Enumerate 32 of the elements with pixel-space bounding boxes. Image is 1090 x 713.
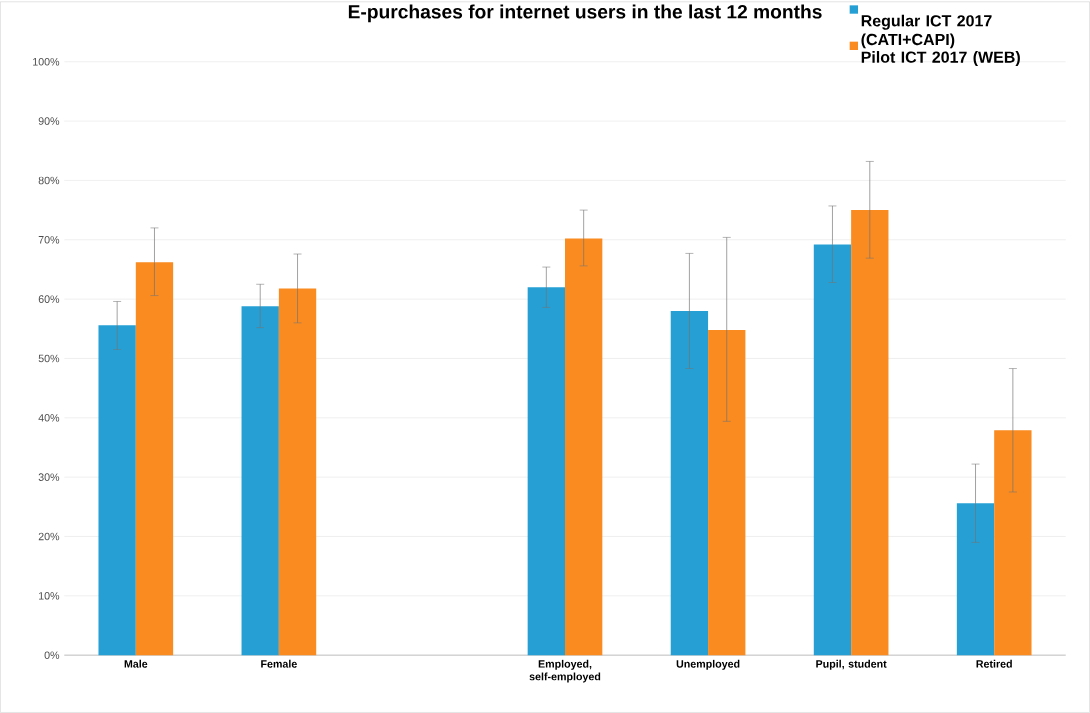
bar: [278, 288, 317, 656]
chart-title: E-purchases for internet users in the last 12 months: [348, 4, 822, 23]
legend-label: Pilot ICT 2017 (WEB): [861, 51, 1020, 67]
bar: [813, 244, 852, 656]
bar: [527, 287, 565, 656]
legend-label: Regular ICT 2017 (CATI+CAPI): [861, 14, 992, 49]
x-tick-label: Female: [261, 659, 297, 668]
y-tick-label: 50%: [38, 354, 60, 363]
x-tick-label: Unemployed: [676, 659, 740, 670]
y-tick-label: 60%: [38, 295, 60, 303]
y-tick-label: 30%: [38, 473, 60, 482]
x-tick-label: Retired: [976, 659, 1012, 668]
y-tick-label: 0%: [44, 651, 60, 660]
x-tick-label: Pupil, student: [816, 659, 887, 670]
y-tick-label: 70%: [38, 236, 60, 244]
x-tick-label: Male: [124, 659, 148, 668]
bar: [994, 430, 1032, 656]
bar: [135, 262, 174, 656]
y-tick-label: 90%: [38, 117, 60, 125]
bar: [851, 210, 889, 656]
y-tick-label: 40%: [38, 414, 60, 422]
y-tick-label: 100%: [33, 58, 60, 66]
bar: [565, 238, 603, 656]
y-tick-label: 20%: [38, 532, 60, 541]
y-tick-label: 10%: [39, 592, 60, 600]
bar: [956, 503, 995, 656]
bar: [241, 306, 279, 656]
y-tick-label: 80%: [38, 176, 60, 185]
bar: [98, 325, 136, 656]
bar: [670, 311, 709, 656]
x-tick-label: Employed, self-employed: [529, 659, 601, 683]
bar: [708, 330, 746, 656]
